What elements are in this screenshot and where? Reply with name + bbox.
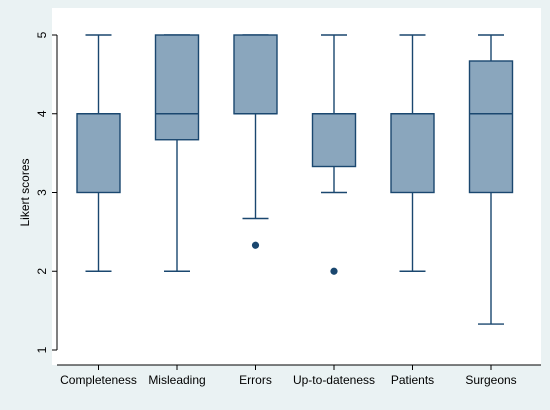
boxes [76,34,514,325]
box-errors [233,34,278,249]
y-tick-label: 5 [35,31,49,38]
x-tick-label: Patients [391,373,434,387]
y-tick-label: 1 [35,346,49,353]
x-tick-label: Up-to-dateness [293,373,375,387]
x-tick-label: Surgeons [465,373,516,387]
plot-area [52,8,541,365]
outlier-point [330,267,338,275]
iqr-box [311,113,357,168]
x-tick-label: Completeness [60,373,137,387]
labels: 1 2 3 4 5 Completeness Misleading Errors Up-to-d… [35,31,517,387]
iqr-box [76,113,121,194]
iqr-box [390,113,435,194]
y-tick-label: 4 [35,110,49,117]
y-tick-label: 2 [35,268,49,275]
x-tick-label: Errors [239,373,272,387]
box-surgeons [468,34,514,325]
iqr-box [154,34,200,141]
axes [52,34,541,370]
iqr-box [233,34,278,115]
box-misleading [154,34,200,272]
box-patients [390,34,435,272]
iqr-box [468,60,514,194]
box-completeness [76,34,121,272]
y-tick-label: 3 [35,189,49,196]
y-axis-label: Likert scores [18,158,32,226]
box-up-to-dateness [311,34,357,275]
outlier-point [251,241,260,249]
x-tick-label: Misleading [148,373,205,387]
